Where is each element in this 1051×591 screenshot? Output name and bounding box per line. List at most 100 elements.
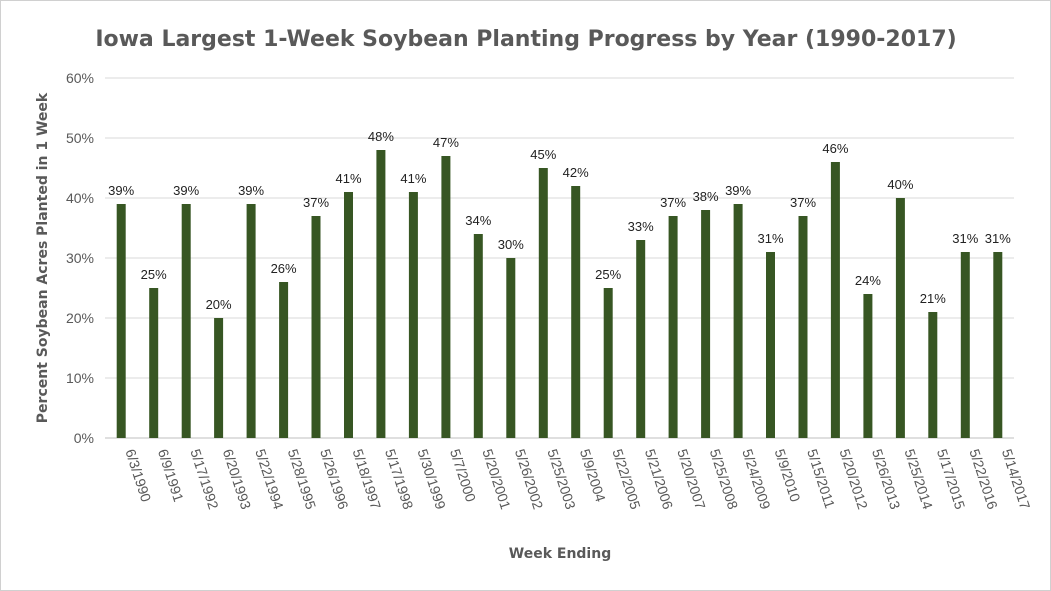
data-label: 42% xyxy=(563,165,589,180)
data-label: 45% xyxy=(530,147,556,162)
y-tick-label: 0% xyxy=(74,430,94,446)
data-label: 39% xyxy=(108,183,134,198)
data-label: 31% xyxy=(985,231,1011,246)
bar xyxy=(181,204,191,438)
data-label: 40% xyxy=(887,177,913,192)
y-tick-label: 10% xyxy=(66,370,94,386)
x-tick-label: 5/26/2013 xyxy=(869,447,904,511)
x-tick-label: 5/18/1997 xyxy=(350,447,385,511)
x-tick-label: 5/26/2002 xyxy=(512,447,547,511)
x-axis-title: Week Ending xyxy=(509,546,611,562)
x-tick-label: 5/15/2011 xyxy=(804,447,838,510)
data-label: 26% xyxy=(271,261,297,276)
data-label: 34% xyxy=(465,213,491,228)
y-tick-label: 60% xyxy=(66,70,94,86)
data-label: 31% xyxy=(757,231,783,246)
data-label: 38% xyxy=(693,189,719,204)
y-axis-ticks: 0% 10% 20% 30% 40% 50% 60% xyxy=(66,70,94,446)
bar xyxy=(149,288,159,438)
bar xyxy=(668,216,678,438)
data-label: 37% xyxy=(790,195,816,210)
bar xyxy=(993,252,1003,438)
data-label: 30% xyxy=(498,237,524,252)
x-tick-label: 5/30/1999 xyxy=(415,447,450,511)
bar xyxy=(538,168,548,438)
y-axis-title: Percent Soybean Acres Planted in 1 Week xyxy=(35,92,51,423)
bar xyxy=(311,216,321,438)
data-label: 39% xyxy=(725,183,751,198)
bar xyxy=(895,198,905,438)
y-tick-label: 40% xyxy=(66,190,94,206)
data-label: 21% xyxy=(920,291,946,306)
x-tick-label: 5/22/2016 xyxy=(966,447,1001,511)
bar xyxy=(344,192,353,438)
x-tick-label: 5/28/1995 xyxy=(285,447,320,511)
x-tick-label: 5/9/2004 xyxy=(577,447,609,504)
x-tick-label: 5/26/1996 xyxy=(317,447,352,511)
data-label: 25% xyxy=(595,267,621,282)
bar xyxy=(473,234,483,438)
bar xyxy=(246,204,256,438)
bar xyxy=(376,150,386,438)
data-label: 39% xyxy=(173,183,199,198)
data-label: 46% xyxy=(822,141,848,156)
chart-title: Iowa Largest 1-Week Soybean Planting Pro… xyxy=(95,27,956,52)
gridlines xyxy=(105,77,1014,439)
bar xyxy=(279,282,289,438)
x-tick-label: 5/25/2014 xyxy=(902,447,937,511)
bar xyxy=(798,216,808,438)
data-label: 20% xyxy=(206,297,232,312)
bars xyxy=(116,150,1003,438)
x-tick-label: 5/21/2006 xyxy=(642,447,677,511)
data-label: 37% xyxy=(303,195,329,210)
x-tick-label: 5/22/1994 xyxy=(252,447,287,511)
x-tick-label: 5/17/1998 xyxy=(382,447,417,511)
x-tick-label: 5/17/1992 xyxy=(187,447,222,511)
bar xyxy=(571,186,581,438)
bar xyxy=(960,252,970,438)
data-label: 39% xyxy=(238,183,264,198)
data-label: 37% xyxy=(660,195,686,210)
x-tick-label: 5/17/2015 xyxy=(934,447,969,511)
x-tick-label: 5/25/2008 xyxy=(707,447,742,511)
x-tick-label: 5/14/2017 xyxy=(999,447,1034,511)
data-labels: 39% 25% 39% 20% 39% 26% 37% 41% 48% 41% 47% 34% 30% 4… xyxy=(108,129,1011,312)
bar xyxy=(766,252,775,438)
data-label: 48% xyxy=(368,129,394,144)
data-label: 24% xyxy=(855,273,881,288)
x-tick-label: 5/25/2003 xyxy=(544,447,579,511)
x-tick-label: 5/24/2009 xyxy=(739,447,774,511)
data-label: 41% xyxy=(335,171,361,186)
bar xyxy=(408,192,418,438)
x-axis-ticks: 6/3/1990 6/9/1991 5/17/19926/20/19935/22/1… xyxy=(122,447,1033,511)
x-tick-label: 5/20/2012 xyxy=(837,447,872,511)
bar xyxy=(116,204,126,438)
bar xyxy=(733,204,743,438)
y-tick-label: 20% xyxy=(66,310,94,326)
bar xyxy=(636,240,646,438)
x-tick-label: 6/3/1990 xyxy=(122,447,154,504)
x-tick-label: 5/22/2005 xyxy=(609,447,644,511)
data-label: 33% xyxy=(628,219,654,234)
y-tick-label: 30% xyxy=(66,250,94,266)
bar xyxy=(701,210,711,438)
data-label: 47% xyxy=(433,135,459,150)
bar xyxy=(830,162,840,438)
x-tick-label: 6/20/1993 xyxy=(220,447,255,511)
x-tick-label: 5/7/2000 xyxy=(447,447,479,504)
bar xyxy=(506,258,516,438)
bar xyxy=(928,312,938,438)
y-tick-label: 50% xyxy=(66,130,94,146)
data-label: 25% xyxy=(141,267,167,282)
x-tick-label: 5/20/2001 xyxy=(479,447,514,511)
bar xyxy=(863,294,873,438)
x-tick-label: 5/9/2010 xyxy=(772,447,804,504)
bar xyxy=(214,318,224,438)
x-tick-label: 6/9/1991 xyxy=(155,447,187,504)
x-tick-label: 5/20/2007 xyxy=(674,447,709,511)
data-label: 41% xyxy=(400,171,426,186)
bar xyxy=(441,156,451,438)
bar xyxy=(603,288,613,438)
